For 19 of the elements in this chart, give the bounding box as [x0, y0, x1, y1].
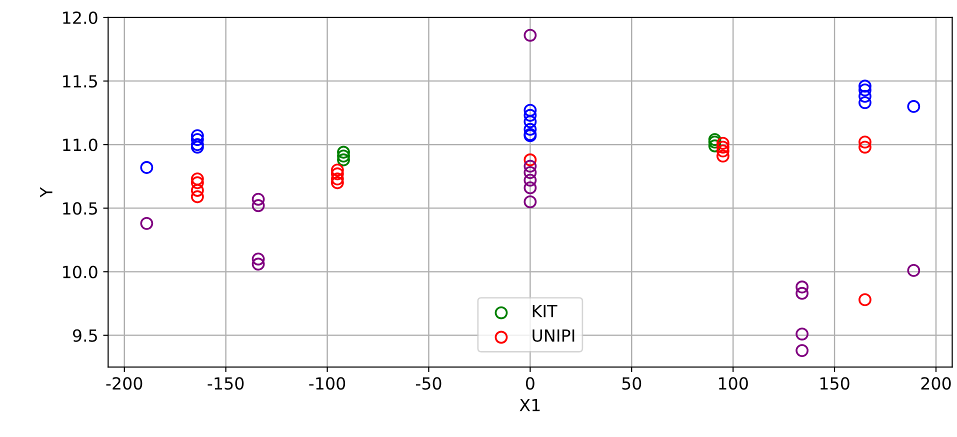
legend-label: UNIPI [532, 329, 574, 342]
y-tick-label: 12.0 [63, 11, 98, 24]
x-tick-label: -50 [416, 377, 442, 390]
y-tick-label: 10.5 [63, 202, 97, 215]
x-tick-label: -100 [309, 377, 346, 390]
y-axis-title: Y [40, 187, 52, 198]
x-tick-label: 0 [526, 377, 534, 390]
x-tick-label: 50 [622, 377, 642, 390]
x-tick-label: -200 [106, 377, 142, 390]
y-tick-label: 11.0 [63, 138, 98, 152]
x-tick-label: -150 [208, 377, 244, 390]
y-tick-label: 11.5 [63, 75, 97, 88]
x-tick-label: 100 [719, 377, 748, 390]
y-tick-label: 10.0 [63, 266, 98, 278]
y-tick-label: 9.5 [72, 329, 97, 342]
legend-label: KIT [532, 305, 558, 318]
x-tick-label: 150 [820, 377, 850, 390]
x-axis-title: X1 [520, 399, 540, 412]
x-tick-label: 200 [921, 377, 951, 390]
